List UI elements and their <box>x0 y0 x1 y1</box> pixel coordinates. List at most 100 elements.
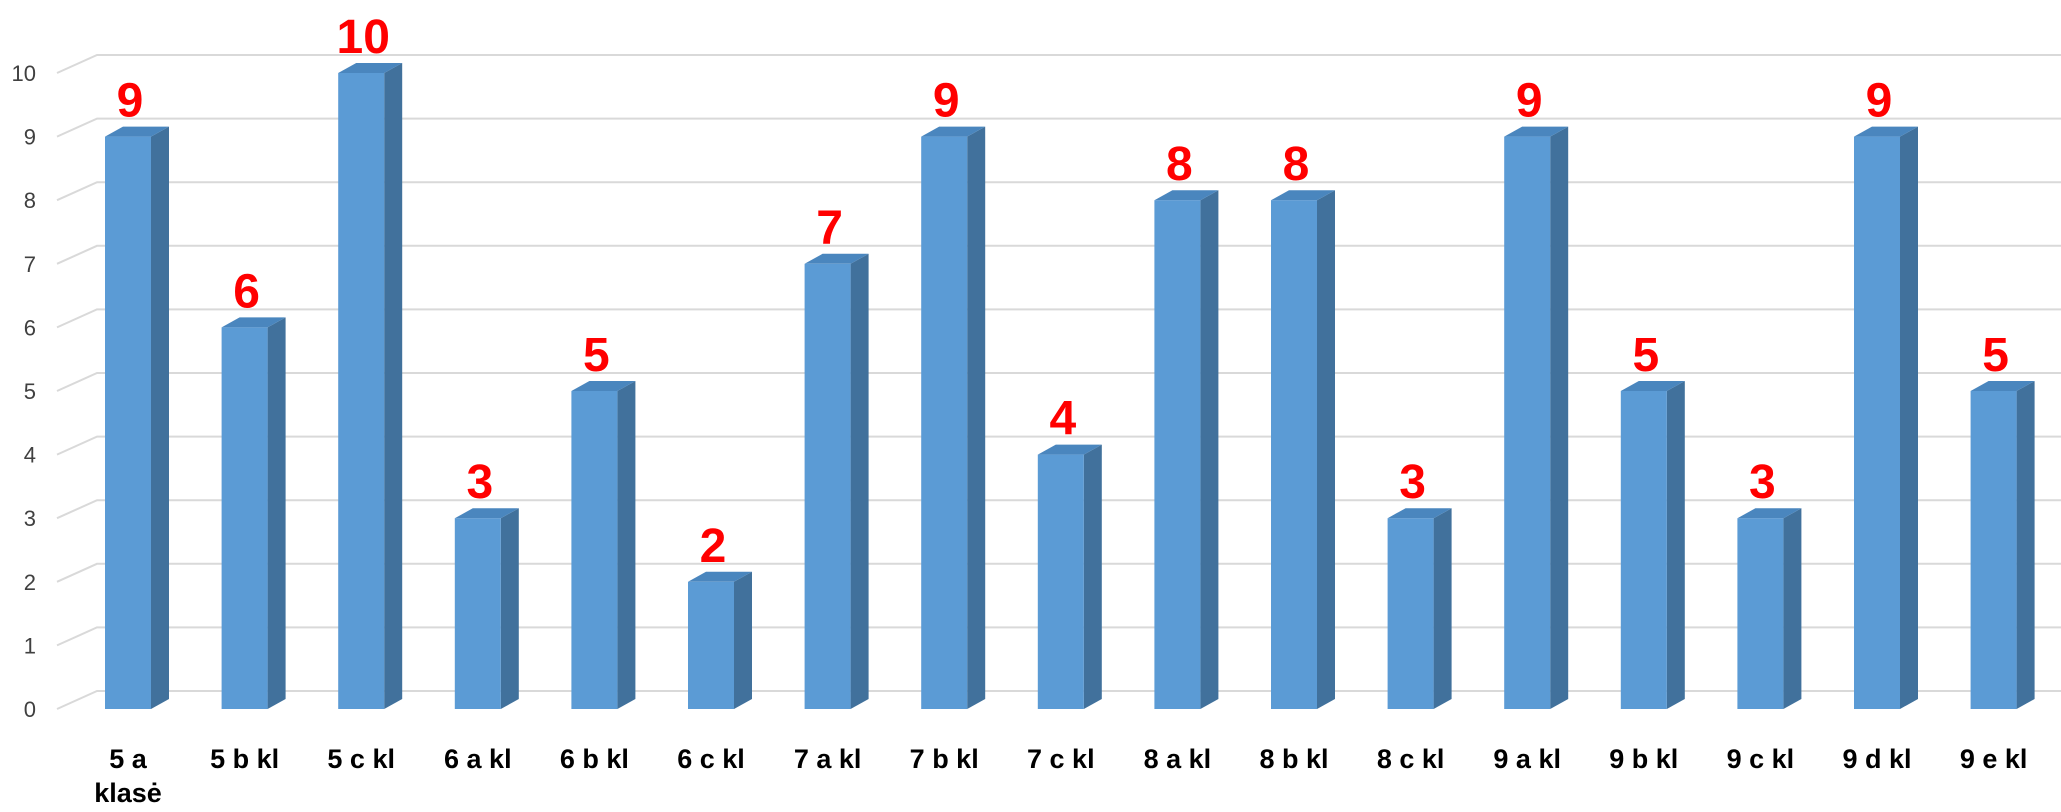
category-label: 8 c kl <box>1377 744 1445 774</box>
bar-top <box>1387 508 1452 519</box>
category-label: 5 c kl <box>327 744 395 774</box>
bar <box>921 126 986 710</box>
y-tick-label: 3 <box>24 506 36 531</box>
bar <box>105 126 169 710</box>
bar-front <box>454 518 501 709</box>
bar-front <box>1504 136 1551 710</box>
bar-top <box>804 253 869 264</box>
bar-front <box>688 581 734 709</box>
data-label: 9 <box>1516 75 1543 128</box>
bar-front <box>221 327 268 709</box>
category-label: 8 b kl <box>1259 744 1328 774</box>
bar-top <box>1037 444 1102 455</box>
data-label: 9 <box>117 75 144 128</box>
bar-side <box>151 126 169 710</box>
category-label: 7 c kl <box>1027 744 1095 774</box>
data-label: 5 <box>1632 329 1659 382</box>
y-tick-label: 6 <box>24 315 36 340</box>
bar-top <box>1154 190 1219 201</box>
bar-front <box>921 136 968 710</box>
gridline <box>56 435 2061 456</box>
bar <box>1620 381 1685 709</box>
category-label-line: 8 b kl <box>1259 744 1328 774</box>
bar-front <box>105 136 151 710</box>
category-label-line: 7 c kl <box>1027 744 1095 774</box>
category-label-line: klasė <box>94 778 162 808</box>
category-label-line: 8 a kl <box>1144 744 1212 774</box>
category-label-line: 7 a kl <box>794 744 862 774</box>
bar <box>1154 190 1219 709</box>
category-label-line: 9 c kl <box>1727 744 1795 774</box>
category-label: 6 c kl <box>677 744 745 774</box>
y-tick-label: 5 <box>24 379 36 404</box>
bar <box>804 253 869 710</box>
data-label: 5 <box>1982 329 2009 382</box>
bar-top <box>1620 381 1685 391</box>
gridline <box>56 117 2061 138</box>
bar-side <box>967 126 986 710</box>
bar-side <box>1317 190 1335 709</box>
y-tick-label: 10 <box>12 61 36 86</box>
category-label-line: 7 b kl <box>910 744 979 774</box>
category-label: 9 d kl <box>1842 744 1911 774</box>
bar-front <box>1854 136 1900 710</box>
bar-front <box>1387 518 1434 709</box>
y-tick-label: 4 <box>24 443 36 468</box>
data-label: 9 <box>933 75 960 128</box>
data-label: 3 <box>1399 456 1426 509</box>
category-label-line: 9 b kl <box>1609 744 1678 774</box>
category-label-line: 9 d kl <box>1842 744 1911 774</box>
category-label-line: 5 a <box>109 744 148 774</box>
data-label: 3 <box>466 456 493 509</box>
bar-side <box>1783 508 1802 709</box>
category-label: 9 a kl <box>1493 744 1561 774</box>
bars <box>105 63 2035 710</box>
bar-top <box>688 571 752 582</box>
bar-side <box>1666 381 1685 709</box>
bar-top <box>1854 126 1918 137</box>
bar-front <box>804 263 851 709</box>
bar-top <box>1504 126 1569 137</box>
data-label: 8 <box>1283 138 1310 191</box>
bar-top <box>1271 190 1335 201</box>
y-tick-label: 0 <box>24 697 36 722</box>
bar <box>1037 444 1102 709</box>
gridline <box>56 54 2061 74</box>
bar-front <box>338 73 385 709</box>
y-tick-label: 7 <box>24 252 36 277</box>
data-label: 6 <box>233 265 260 318</box>
category-label: 6 b kl <box>560 744 629 774</box>
category-label-line: 6 a kl <box>444 744 512 774</box>
bar <box>1387 508 1452 709</box>
y-tick-label: 2 <box>24 570 36 595</box>
bar-top <box>454 508 519 519</box>
bar <box>1504 126 1569 710</box>
category-label-line: 6 b kl <box>560 744 629 774</box>
gridline <box>56 499 2061 520</box>
gridline <box>56 372 2061 392</box>
data-label: 5 <box>583 329 610 382</box>
category-label: 5 b kl <box>210 744 279 774</box>
category-label-line: 9 e kl <box>1960 744 2028 774</box>
bar <box>1271 190 1335 709</box>
bar-side <box>617 381 636 709</box>
category-label-line: 9 a kl <box>1493 744 1561 774</box>
category-label-line: 5 b kl <box>210 744 279 774</box>
bar-top <box>1737 508 1802 519</box>
bar-side <box>500 508 519 709</box>
gridline <box>56 181 2061 202</box>
y-tick-label: 9 <box>24 125 36 150</box>
gridlines <box>56 54 2061 710</box>
bar-front <box>1737 518 1784 709</box>
bar-side <box>267 317 286 709</box>
category-label-line: 6 c kl <box>677 744 745 774</box>
x-axis-categories: 5 a klasė 5 b kl 5 c kl 6 a kl 6 b kl 6 c kl 7 … <box>94 744 2027 808</box>
data-label: 10 <box>337 11 390 64</box>
bar-front <box>1037 454 1084 709</box>
gridline <box>56 308 2061 329</box>
bar-side <box>1433 508 1452 709</box>
category-label: 9 c kl <box>1727 744 1795 774</box>
bar <box>221 317 286 709</box>
